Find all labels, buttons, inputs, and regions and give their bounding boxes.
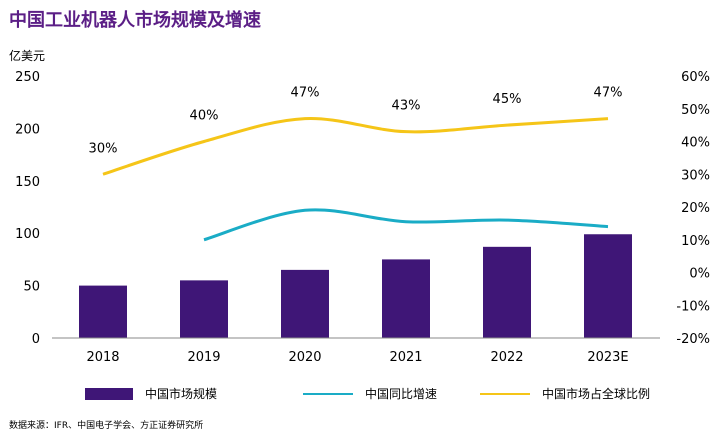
y-left-tick-label: 50 <box>23 280 40 295</box>
x-tick-label: 2018 <box>86 350 119 365</box>
y-right-tick-label: -20% <box>676 332 710 347</box>
x-tick-label: 2019 <box>187 350 220 365</box>
legend-item-market-size: 中国市场规模 <box>85 385 217 402</box>
legend-label-market-size: 中国市场规模 <box>145 387 218 401</box>
y-left-tick-label: 250 <box>15 70 40 85</box>
y-right-tick-label: 0% <box>689 267 710 282</box>
x-tick-label: 2021 <box>389 350 422 365</box>
x-tick-label: 2022 <box>490 350 523 365</box>
legend-swatch-share <box>480 392 530 395</box>
y-right-tick-label: 20% <box>681 201 710 216</box>
growth-series-line <box>203 208 609 242</box>
y-right-tick-label: -10% <box>676 299 710 314</box>
share-data-label: 43% <box>392 99 421 114</box>
left-axis-unit: 亿美元 <box>9 49 46 63</box>
bar <box>180 280 228 338</box>
y-right-tick-label: 30% <box>681 168 710 183</box>
legend-label-global-share: 中国市场占全球比例 <box>542 387 651 401</box>
share-series-line <box>102 116 609 176</box>
y-right-tick-label: 50% <box>681 103 710 118</box>
bar <box>382 259 430 338</box>
y-left-tick-label: 100 <box>15 227 40 242</box>
share-data-label: 47% <box>594 86 623 101</box>
y-left-tick-label: 150 <box>15 175 40 190</box>
share-data-label: 47% <box>291 86 320 101</box>
source-note: 数据来源：IFR、中国电子学会、方正证券研究所 <box>9 421 204 431</box>
legend-label-growth: 中国同比增速 <box>365 387 438 401</box>
legend-swatch-growth <box>303 392 353 395</box>
share-data-label: 30% <box>89 141 118 156</box>
y-right-tick-label: 40% <box>681 136 710 151</box>
y-right-tick-label: 10% <box>681 234 710 249</box>
bar <box>483 246 531 338</box>
x-tick-label: 2023E <box>587 350 628 365</box>
x-tick-label: 2020 <box>288 350 321 365</box>
legend-item-global-share: 中国市场占全球比例 <box>480 385 650 402</box>
y-right-tick-label: 60% <box>681 70 710 85</box>
bar <box>584 234 632 338</box>
share-data-label: 45% <box>493 92 522 107</box>
y-left-tick-label: 200 <box>15 122 40 137</box>
bar <box>79 285 127 338</box>
legend-item-growth: 中国同比增速 <box>303 385 437 402</box>
legend: 中国市场规模 中国同比增速 中国市场占全球比例 <box>0 385 719 405</box>
chart-title: 中国工业机器人市场规模及增速 <box>9 10 261 31</box>
y-left-tick-label: 0 <box>32 332 40 347</box>
bar <box>281 269 329 338</box>
share-data-label: 40% <box>190 109 219 124</box>
chart-canvas: 0 50 100 150 200 250 -20% -10% 0% 10% 20% 30% 40% 50%… <box>15 70 710 365</box>
legend-swatch-bar <box>85 387 133 400</box>
